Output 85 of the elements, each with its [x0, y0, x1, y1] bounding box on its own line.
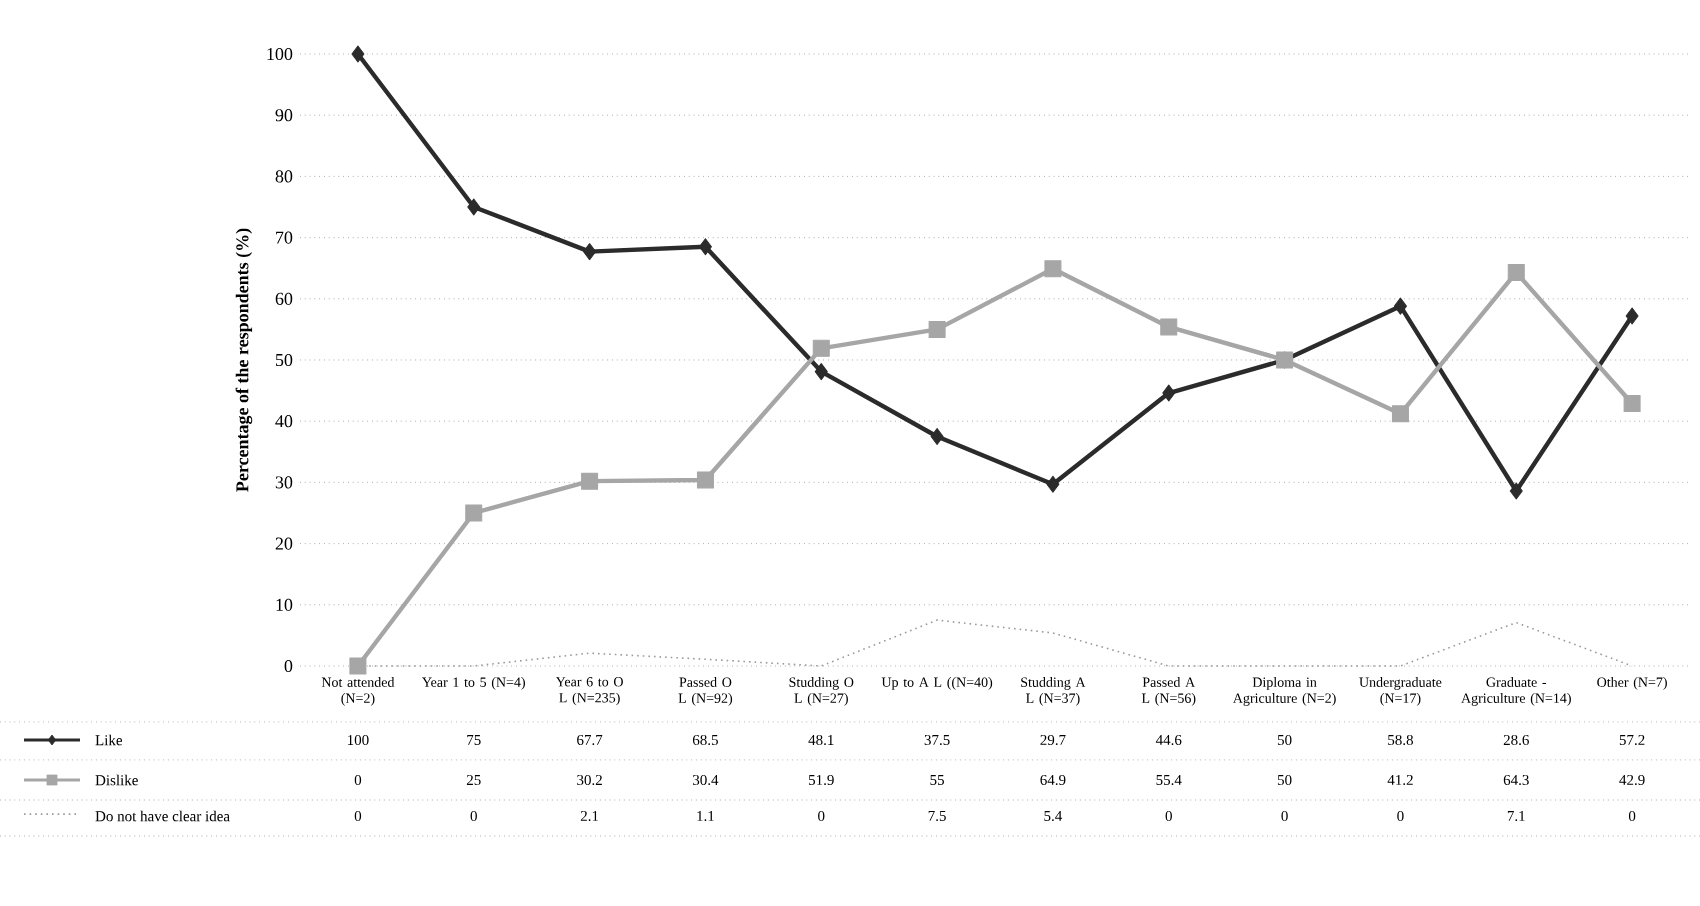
- point: [349, 657, 367, 675]
- legend-label: Dislike: [95, 774, 138, 786]
- point: [1391, 405, 1409, 423]
- data-label: 25: [466, 774, 481, 786]
- y-tick-label: 80: [275, 170, 293, 183]
- y-tick-label: 40: [275, 415, 293, 428]
- data-label: 7.1: [1507, 810, 1525, 822]
- x-tick-label: Undergraduate (N=17): [1359, 677, 1442, 706]
- point: [814, 363, 828, 381]
- data-label: 48.1: [808, 734, 834, 746]
- point: [928, 320, 946, 338]
- point: [465, 504, 483, 522]
- point: [1162, 384, 1176, 402]
- data-label: 64.3: [1503, 774, 1529, 786]
- data-label: 68.5: [692, 734, 718, 746]
- y-tick-label: 100: [267, 47, 293, 61]
- data-label: 29.7: [1040, 734, 1066, 746]
- point: [1393, 297, 1407, 315]
- x-tick-label: Graduate - Agriculture (N=14): [1461, 677, 1571, 706]
- y-tick-label: 70: [276, 231, 293, 244]
- point: [930, 428, 944, 445]
- x-tick-label: Year 6 to O L (N=235): [555, 677, 623, 706]
- x-tick-label: Diploma in Agriculture (N=2): [1232, 677, 1336, 706]
- data-label: 0: [354, 774, 362, 786]
- x-tick-label: Passed A L (N=56): [1141, 677, 1196, 706]
- point: [1623, 394, 1641, 412]
- point: [583, 243, 597, 261]
- y-tick-label: 10: [276, 598, 293, 611]
- y-tick-label: 60: [275, 292, 293, 305]
- data-label: 75: [467, 735, 481, 745]
- point: [581, 472, 599, 490]
- point: [1160, 318, 1178, 336]
- data-label: 42.9: [1619, 774, 1645, 786]
- point: [696, 471, 714, 489]
- x-tick-label: Year 1 to 5 (N=4): [422, 677, 525, 690]
- data-label: 30.4: [693, 774, 719, 786]
- data-label: 51.9: [809, 774, 834, 786]
- data-label: 37.5: [924, 734, 950, 746]
- y-tick-label: 20: [275, 537, 293, 550]
- legend-label: Do not have clear idea: [95, 810, 230, 822]
- x-tick-label: Studding O L (N=27): [789, 677, 854, 706]
- point: [1044, 260, 1062, 278]
- y-axis-title: Percentage of the respondents (%): [235, 228, 253, 492]
- x-tick-label: Other (N=7): [1597, 677, 1667, 690]
- data-label: 0: [1397, 810, 1404, 822]
- x-tick-label: Up to A L ((N=40): [881, 677, 993, 690]
- point: [1507, 263, 1525, 281]
- x-tick-label: Passed O L (N=92): [678, 677, 733, 706]
- point: [1046, 475, 1060, 493]
- data-label: 28.6: [1503, 734, 1529, 746]
- data-label: 1.1: [697, 810, 714, 822]
- data-label: 50: [1277, 734, 1292, 746]
- data-label: 55: [930, 775, 944, 785]
- data-label: 0: [1281, 810, 1288, 822]
- data-label: 64.9: [1040, 774, 1066, 786]
- data-label: 0: [470, 810, 477, 822]
- data-label: 0: [354, 810, 362, 822]
- point: [1509, 482, 1523, 500]
- y-tick-label: 30: [275, 476, 293, 489]
- data-label: 58.8: [1388, 734, 1413, 746]
- data-label: 30.2: [577, 774, 602, 786]
- data-label: 41.2: [1387, 774, 1413, 786]
- point: [1625, 307, 1639, 325]
- y-tick-label: 0: [284, 659, 293, 673]
- point: [467, 198, 481, 216]
- data-label: 2.1: [580, 810, 599, 822]
- point: [698, 238, 712, 256]
- x-tick-label: Not attended (N=2): [321, 677, 395, 706]
- data-label: 100: [348, 734, 369, 746]
- data-label: 50: [1277, 774, 1292, 786]
- data-label: 67.7: [577, 734, 603, 746]
- y-tick-label: 90: [275, 109, 293, 122]
- data-label: 55.4: [1156, 774, 1182, 786]
- data-label: 7.5: [928, 810, 946, 822]
- data-label: 5.4: [1044, 810, 1063, 822]
- x-tick-label: Studding A L (N=37): [1021, 677, 1086, 706]
- point: [812, 339, 830, 357]
- data-label: 0: [1165, 810, 1172, 822]
- y-tick-label: 50: [275, 353, 293, 367]
- point: [351, 45, 365, 63]
- data-label: 57.2: [1619, 734, 1645, 746]
- data-label: 44.6: [1155, 734, 1182, 746]
- data-label: 0: [818, 810, 825, 822]
- data-label: 0: [1628, 810, 1636, 822]
- legend-label: Like: [95, 734, 123, 746]
